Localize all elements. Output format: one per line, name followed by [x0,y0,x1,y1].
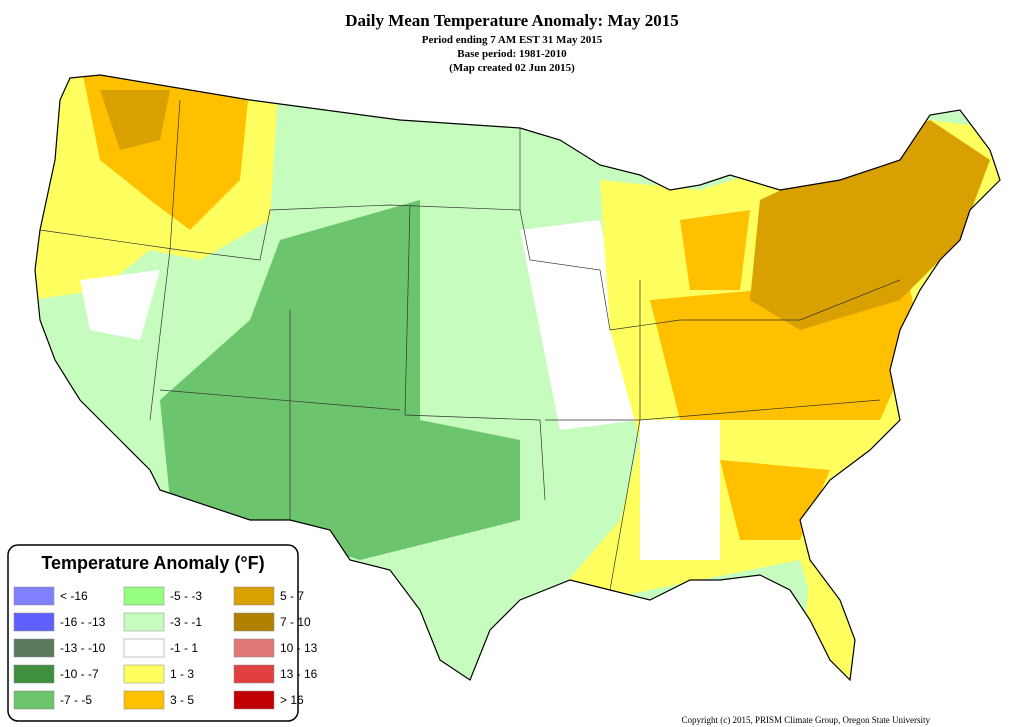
legend-swatch [233,664,275,684]
legend-label: -10 - -7 [60,667,99,681]
legend-swatch [13,638,55,658]
legend-label: -7 - -5 [60,693,92,707]
legend-label: 3 - 5 [170,693,194,707]
legend-label: -16 - -13 [60,615,106,629]
legend-swatch [123,638,165,658]
legend-swatch [13,612,55,632]
legend-label: -1 - 1 [170,641,198,655]
legend-box [7,544,299,722]
subtitle: Base period: 1981-2010 [457,48,567,60]
legend-label: 10 - 13 [280,641,318,655]
legend-swatch [123,664,165,684]
legend-label: 7 - 10 [280,615,311,629]
region [750,120,990,330]
legend-label: -13 - -10 [60,641,106,655]
legend-swatch [123,690,165,710]
subtitle: (Map created 02 Jun 2015) [449,62,575,74]
legend-swatch [233,690,275,710]
legend: Temperature Anomaly (°F) < -16 -16 - -13 -… [7,544,318,722]
copyright: Copyright (c) 2015, PRISM Climate Group,… [682,715,931,725]
subtitle: Period ending 7 AM EST 31 May 2015 [422,34,603,46]
legend-label: > 16 [280,693,304,707]
legend-label: 5 - 7 [280,589,304,603]
legend-label: -3 - -1 [170,615,202,629]
region [160,200,520,560]
legend-label: 13 - 16 [280,667,318,681]
legend-swatch [123,586,165,606]
state-lines [39,99,901,591]
region [100,90,170,150]
legend-swatch [233,586,275,606]
legend-swatch [13,690,55,710]
legend-label: 1 - 3 [170,667,194,681]
region [80,270,160,340]
region [640,420,720,560]
legend-label: -5 - -3 [170,589,202,603]
region [680,210,750,290]
legend-swatch [123,612,165,632]
map-title: Daily Mean Temperature Anomaly: May 2015 [345,11,679,30]
legend-label: < -16 [60,589,88,603]
legend-title: Temperature Anomaly (°F) [41,553,264,573]
legend-swatch [233,638,275,658]
legend-swatch [13,664,55,684]
legend-swatch [13,586,55,606]
legend-swatch [233,612,275,632]
